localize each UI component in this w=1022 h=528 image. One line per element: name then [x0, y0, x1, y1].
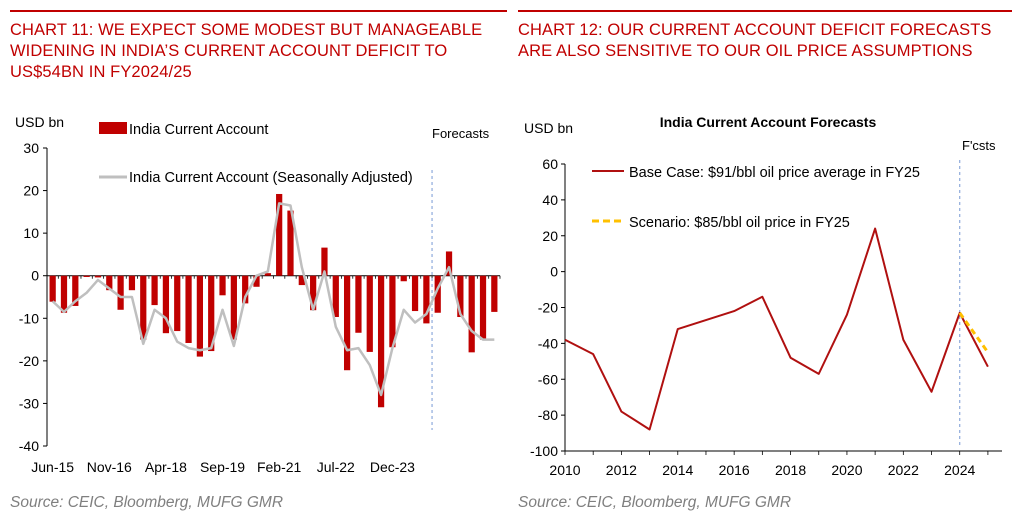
left-source-note: Source: CEIC, Bloomberg, MUFG GMR — [10, 494, 284, 511]
right-x-tick-label: 2014 — [662, 462, 693, 478]
left-y-tick-label: 0 — [31, 268, 39, 284]
right-y-tick-label: 20 — [542, 228, 558, 244]
bar-current-account — [94, 275, 102, 278]
right-y-axis-label: USD bn — [524, 120, 573, 136]
right-inner-title: India Current Account Forecasts — [660, 114, 877, 130]
left-x-tick-label: Apr-18 — [145, 459, 187, 475]
bar-current-account — [321, 247, 328, 276]
line-scenario — [958, 312, 990, 354]
right-y-tick-label: -80 — [538, 407, 558, 423]
legend-current-account: India Current Account — [129, 122, 268, 138]
left-y-tick-label: 20 — [23, 183, 39, 199]
legend-base-case: Base Case: $91/bbl oil price average in … — [629, 165, 920, 181]
right-y-tick-label: 40 — [542, 192, 558, 208]
left-x-tick-label: Feb-21 — [257, 459, 302, 475]
right-x-tick-label: 2020 — [831, 462, 862, 478]
bar-current-account — [276, 193, 283, 276]
left-bars — [49, 193, 498, 408]
bar-current-account — [140, 275, 147, 340]
left-y-tick-label: -20 — [19, 353, 39, 369]
bar-current-account — [434, 275, 441, 313]
line-base-case — [564, 227, 989, 431]
left-x-tick-label: Jul-22 — [317, 459, 355, 475]
bar-current-account — [174, 275, 181, 332]
bar-current-account — [310, 275, 317, 311]
bar-current-account — [457, 275, 464, 318]
bar-current-account — [72, 275, 79, 306]
bar-current-account — [355, 275, 362, 333]
bar-current-account — [83, 275, 90, 277]
left-x-tick-label: Sep-19 — [200, 459, 245, 475]
right-x-tick-label: 2024 — [944, 462, 975, 478]
bar-current-account — [287, 210, 294, 276]
bar-current-account — [491, 275, 498, 312]
bar-current-account — [185, 275, 192, 343]
left-chart-title: CHART 11: WE EXPECT SOME MODEST BUT MANA… — [10, 21, 483, 81]
left-title-rule — [10, 10, 507, 12]
bar-current-account — [242, 275, 249, 304]
bar-current-account — [117, 275, 124, 310]
bar-current-account — [366, 275, 373, 352]
right-x-tick-label: 2018 — [775, 462, 806, 478]
left-y-tick-label: -30 — [19, 395, 39, 411]
left-y-axis-label: USD bn — [15, 114, 64, 130]
chart-12-forecasts: USD bn India Current Account Forecasts F… — [524, 114, 1002, 478]
bar-current-account — [264, 273, 271, 276]
bar-current-account — [298, 275, 305, 286]
bar-current-account — [230, 275, 237, 340]
right-title-rule — [518, 10, 1012, 12]
bar-current-account — [128, 275, 136, 291]
right-y-tick-label: 60 — [542, 156, 558, 172]
right-y-tick-label: -40 — [538, 335, 558, 351]
left-y-tick-label: 10 — [23, 225, 39, 241]
bar-current-account — [106, 275, 113, 291]
left-sa-line — [51, 202, 495, 397]
right-chart-title: CHART 12: OUR CURRENT ACCOUNT DEFICIT FO… — [518, 21, 992, 60]
legend-seasonally-adjusted: India Current Account (Seasonally Adjust… — [129, 170, 413, 186]
right-x-tick-label: 2012 — [606, 462, 637, 478]
bar-current-account — [162, 275, 170, 334]
bar-current-account — [411, 275, 419, 312]
bar-current-account — [151, 275, 158, 306]
left-y-tick-label: -10 — [19, 310, 39, 326]
bar-current-account — [423, 275, 430, 324]
legend-scenario: Scenario: $85/bbl oil price in FY25 — [629, 215, 850, 231]
bar-current-account — [445, 251, 453, 276]
bar-current-account — [389, 275, 396, 348]
left-forecast-label: Forecasts — [432, 126, 490, 141]
right-source-note: Source: CEIC, Bloomberg, MUFG GMR — [518, 494, 792, 511]
bar-current-account — [49, 275, 56, 302]
right-y-tick-label: -20 — [538, 300, 558, 316]
left-y-tick-label: 30 — [23, 140, 39, 156]
bar-current-account — [479, 275, 487, 340]
bar-current-account — [253, 275, 260, 287]
line-seasonally-adjusted — [51, 202, 495, 397]
left-x-tick-label: Nov-16 — [87, 459, 132, 475]
right-series-lines — [564, 227, 990, 431]
right-axes: 60 40 20 0 -20 -40 -60 -80 -100 2010 2012 2014 2016 2… — [530, 156, 1002, 478]
bar-current-account — [377, 275, 385, 408]
legend-swatch-bar — [99, 122, 127, 134]
bar-current-account — [208, 275, 215, 352]
bar-current-account — [332, 275, 339, 318]
right-y-tick-label: -60 — [538, 371, 558, 387]
right-x-tick-label: 2016 — [719, 462, 750, 478]
left-y-tick-label: -40 — [19, 438, 39, 454]
bar-current-account — [196, 275, 204, 357]
bar-current-account — [400, 275, 407, 282]
right-forecast-label: F'csts — [962, 138, 996, 153]
bar-current-account — [60, 275, 68, 313]
right-y-tick-label: 0 — [550, 264, 558, 280]
right-x-tick-label: 2022 — [888, 462, 919, 478]
bar-current-account — [343, 275, 351, 371]
bar-current-account — [219, 275, 226, 296]
bar-current-account — [468, 275, 475, 353]
right-x-tick-label: 2010 — [549, 462, 580, 478]
left-x-tick-label: Dec-23 — [370, 459, 415, 475]
left-x-tick-label: Jun-15 — [31, 459, 74, 475]
right-y-tick-label: -100 — [530, 443, 558, 459]
chart-11-current-account: USD bn Forecasts India Current Account I… — [15, 114, 501, 475]
